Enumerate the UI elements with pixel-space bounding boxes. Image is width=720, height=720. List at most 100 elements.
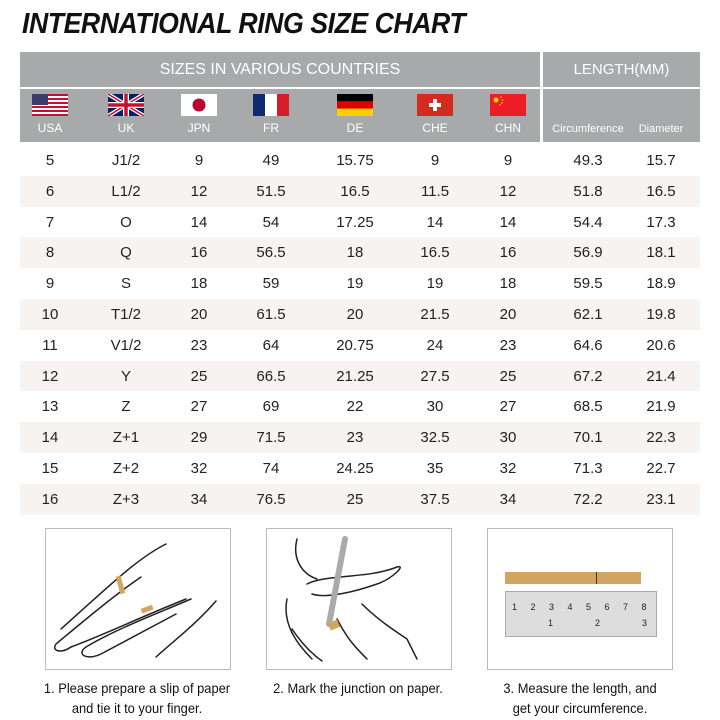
us-flag-icon (32, 94, 68, 116)
ruler-mark: 6 (604, 602, 610, 612)
uk-flag-icon (108, 94, 144, 116)
cell-uk: Q (120, 244, 132, 262)
hand-marking-paper-icon (285, 536, 418, 662)
cell-uk: V1/2 (110, 336, 142, 354)
cell-uk: Z+1 (112, 429, 140, 447)
cell-de: 20 (346, 306, 364, 323)
cell-fr: 61.5 (256, 306, 286, 323)
cell-uk: Z+3 (112, 490, 140, 508)
cell-che: 21.5 (420, 306, 450, 323)
japan-flag-icon (181, 94, 217, 116)
cell-diameter: 22.7 (646, 460, 676, 477)
circumference-label: Circumference (552, 123, 624, 135)
cell-fr: 54 (262, 213, 280, 231)
cell-circumference: 64.6 (573, 336, 603, 354)
col-de: DE (320, 89, 390, 135)
cell-chn: 25 (499, 367, 517, 385)
cell-jpn: 29 (190, 429, 208, 447)
cell-jpn: 32 (190, 460, 208, 477)
cell-uk: S (120, 275, 131, 293)
cell-jpn: 27 (190, 398, 208, 416)
cell-chn: 14 (499, 213, 517, 231)
cell-chn: 34 (499, 490, 517, 508)
switzerland-flag-icon (417, 94, 453, 116)
col-uk: UK (91, 89, 161, 135)
col-usa: USA (15, 89, 85, 135)
cell-jpn: 12 (190, 182, 208, 200)
cell-de: 24.25 (336, 460, 374, 477)
table-row: 10 T1/2 20 61.5 20 21.5 20 62.1 19.8 (20, 299, 700, 330)
table-row: 7 O 14 54 17.25 14 14 54.4 17.3 (20, 206, 700, 238)
step1-illustration (45, 528, 231, 670)
cell-circumference: 51.8 (573, 182, 603, 200)
cell-fr: 69 (262, 398, 280, 416)
cell-circumference: 62.1 (573, 306, 603, 323)
table-row: 14 Z+1 29 71.5 23 32.5 30 70.1 22.3 (20, 422, 700, 453)
cell-che: 9 (430, 152, 440, 169)
step1-caption: 1. Please prepare a slip of paper and tie… (43, 680, 231, 716)
cell-chn: 23 (499, 336, 517, 354)
ruler: 1 2 3 4 5 6 7 8 1 2 3 (505, 591, 657, 637)
diameter-label: Diameter (638, 123, 684, 135)
cell-usa: 15 (41, 460, 59, 477)
cell-jpn: 23 (190, 336, 208, 354)
table-row: 5 J1/2 9 49 15.75 9 9 49.3 15.7 (20, 145, 700, 176)
col-che: CHE (400, 89, 470, 135)
cell-jpn: 20 (190, 306, 208, 323)
cell-fr: 51.5 (256, 182, 286, 200)
hand-with-paper-icon (54, 543, 217, 658)
cell-uk: Z (121, 398, 131, 416)
cell-che: 27.5 (420, 367, 450, 385)
cell-chn: 9 (503, 152, 513, 169)
cell-chn: 20 (499, 306, 517, 323)
cell-circumference: 59.5 (573, 275, 603, 293)
step3-caption: 3. Measure the length, and get your circu… (503, 680, 657, 716)
cell-de: 17.25 (336, 213, 374, 231)
cell-uk: J1/2 (111, 152, 141, 169)
cell-che: 14 (426, 213, 444, 231)
step2-caption: 2. Mark the junction on paper. (273, 680, 443, 696)
table-row: 6 L1/2 12 51.5 16.5 11.5 12 51.8 16.5 (20, 175, 700, 207)
cell-usa: 8 (45, 244, 55, 262)
cell-che: 32.5 (420, 429, 450, 447)
ruler-mark: 8 (641, 602, 647, 612)
ruler-mark: 4 (567, 602, 573, 612)
sizes-header: SIZES IN VARIOUS COUNTRIES (20, 52, 540, 87)
table-row: 16 Z+3 34 76.5 25 37.5 34 72.2 23.1 (20, 483, 700, 515)
cell-circumference: 71.3 (573, 460, 603, 477)
table-row: 15 Z+2 32 74 24.25 35 32 71.3 22.7 (20, 453, 700, 484)
cell-che: 16.5 (420, 244, 450, 262)
cell-diameter: 16.5 (646, 182, 676, 200)
cell-de: 22 (346, 398, 364, 416)
cell-fr: 49 (262, 152, 280, 169)
col-jpn: JPN (164, 89, 234, 135)
cell-che: 24 (426, 336, 444, 354)
length-subheader-row: Circumference Diameter (543, 89, 700, 142)
cell-fr: 59 (262, 275, 280, 293)
cell-usa: 6 (45, 182, 55, 200)
cell-diameter: 17.3 (646, 213, 676, 231)
cell-circumference: 67.2 (573, 367, 603, 385)
country-header-row: USA UK JPN FR DE CHE CHN (20, 89, 540, 142)
table-row: 12 Y 25 66.5 21.25 27.5 25 67.2 21.4 (20, 360, 700, 392)
cell-chn: 12 (499, 182, 517, 200)
cell-che: 19 (426, 275, 444, 293)
ruler-mark: 3 (549, 602, 555, 612)
cell-de: 18 (346, 244, 364, 262)
cell-fr: 66.5 (256, 367, 286, 385)
cell-usa: 11 (42, 336, 58, 354)
cell-de: 21.25 (336, 367, 374, 385)
cell-de: 23 (346, 429, 364, 447)
col-fr: FR (236, 89, 306, 135)
cell-circumference: 54.4 (573, 213, 603, 231)
table-row: 8 Q 16 56.5 18 16.5 16 56.9 18.1 (20, 237, 700, 269)
cell-chn: 16 (499, 244, 517, 262)
cell-uk: Z+2 (112, 460, 140, 477)
cell-uk: O (120, 213, 132, 231)
cell-jpn: 9 (194, 152, 204, 169)
cell-chn: 27 (499, 398, 517, 416)
step3-illustration: 1 2 3 4 5 6 7 8 1 2 3 (487, 528, 673, 670)
cell-diameter: 18.1 (646, 244, 676, 262)
cell-usa: 13 (41, 398, 59, 416)
cell-che: 11.5 (420, 182, 450, 200)
